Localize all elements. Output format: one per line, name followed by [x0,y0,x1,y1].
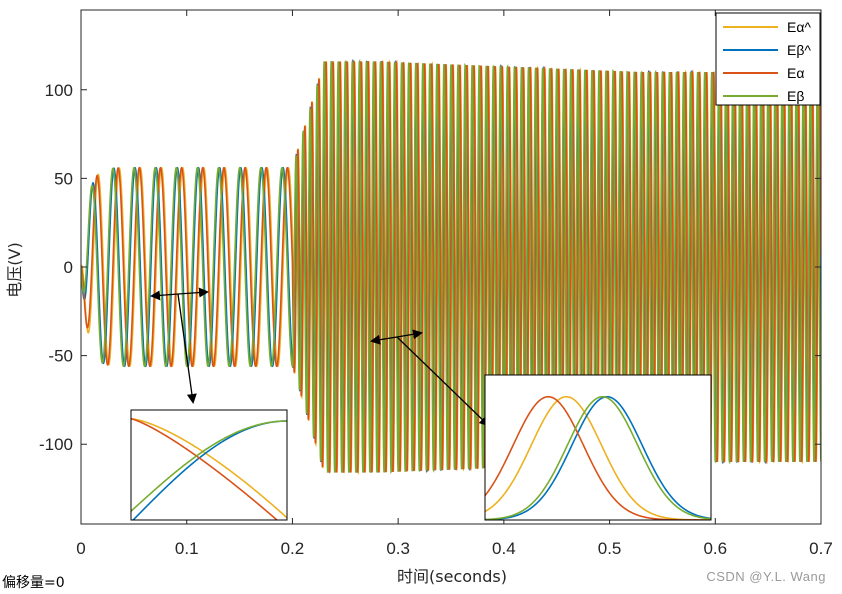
watermark: CSDN @Y.L. Wang [706,569,826,584]
inset-left-series-e-beta [131,420,287,512]
inset-right-series-e-beta [485,395,711,520]
x-tick-label: 0 [76,539,85,558]
inset-left-frame [130,409,288,521]
x-tick-label: 0.6 [703,539,727,558]
y-tick-label: -50 [48,347,73,366]
series-e-beta [81,58,821,475]
legend-box [715,12,821,106]
legend-label-e-beta-hat: Eβ^ [787,42,811,58]
footnote: 偏移量=0 [2,575,65,591]
legend-label-e-alpha-hat: Eα^ [787,19,811,35]
y-tick-label: -100 [39,435,73,454]
arrow-left-span-a [150,290,179,301]
inset-left-series-e-alpha [131,418,279,520]
annotation-arrows [150,287,490,427]
y-tick-label: 100 [45,81,73,100]
y-tick-label: 50 [54,169,73,188]
x-tick-label: 0.4 [492,539,516,558]
arrow-left-span-b [177,287,209,298]
x-axis-title: 时间(seconds) [397,567,507,586]
inset-left-series-e-alpha-hat [131,418,287,519]
arrow-right-span-b [396,329,423,340]
legend-label-e-alpha: Eα [787,65,804,81]
x-tick-label: 0.7 [809,539,833,558]
arrow-right-to-inset [396,336,490,427]
x-tick-label: 0.5 [598,539,622,558]
series-e-alpha [81,59,821,473]
x-tick-label: 0.2 [281,539,305,558]
x-tick-label: 0.3 [386,539,410,558]
inset-right-frame [484,374,712,521]
legend-label-e-beta: Eβ [787,88,804,104]
inset-left [131,418,287,520]
inset-right-series-e-alpha-hat [485,395,711,520]
legend: Eα^ Eβ^ Eα Eβ [715,12,821,106]
inset-right-series-e-beta-hat [485,395,711,520]
y-tick-label: 0 [64,258,73,277]
arrow-right-span-a [370,334,398,345]
x-tick-label: 0.1 [175,539,199,558]
y-axis-title: 电压(V) [5,242,24,297]
inset-right-frame-bg [485,375,711,520]
arrow-left-to-inset [177,293,197,404]
